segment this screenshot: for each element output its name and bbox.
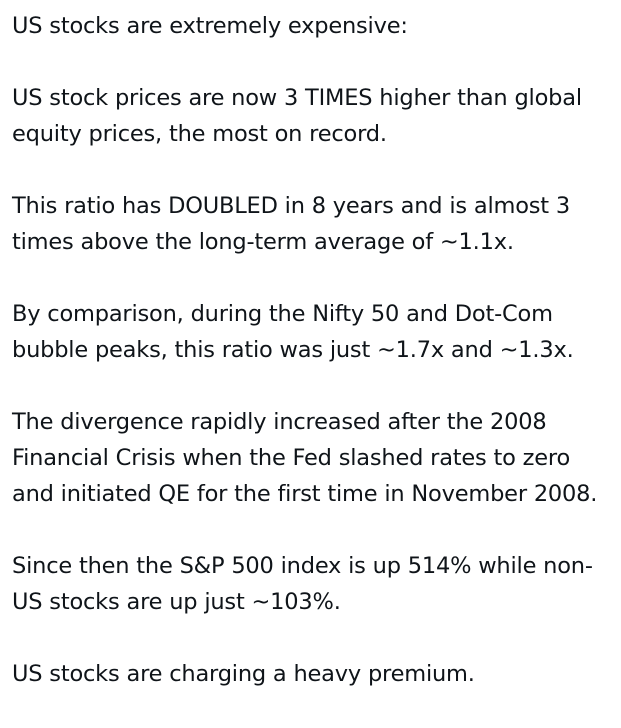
- post-paragraph-divergence: The divergence rapidly increased after t…: [12, 409, 598, 507]
- post-text: US stocks are extremely expensive: US st…: [12, 8, 617, 692]
- post-paragraph-ratio-doubled: This ratio has DOUBLED in 8 years and is…: [12, 193, 570, 255]
- post-paragraph-performance: Since then the S&P 500 index is up 514% …: [12, 553, 593, 615]
- post-paragraph-headline: US stocks are extremely expensive:: [12, 13, 408, 39]
- post-paragraph-conclusion: US stocks are charging a heavy premium.: [12, 661, 475, 687]
- post-paragraph-comparison: By comparison, during the Nifty 50 and D…: [12, 301, 574, 363]
- post-paragraph-price-ratio: US stock prices are now 3 TIMES higher t…: [12, 85, 582, 147]
